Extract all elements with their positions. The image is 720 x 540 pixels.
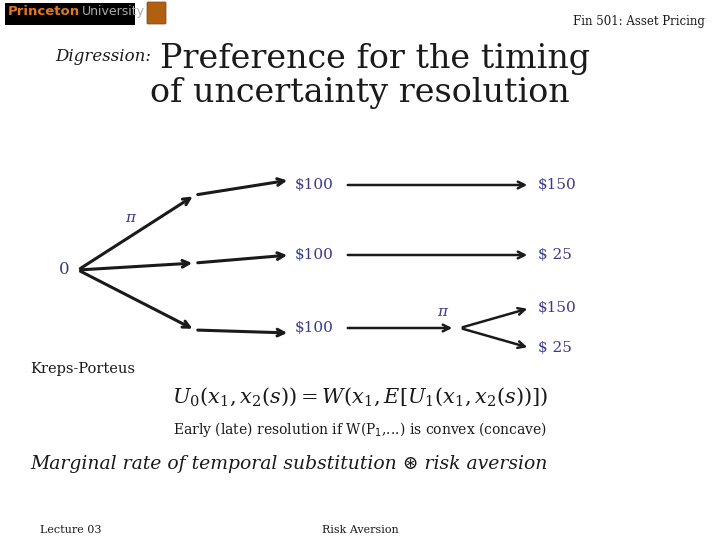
Text: $100: $100 (295, 248, 334, 262)
Text: $100: $100 (295, 178, 334, 192)
FancyBboxPatch shape (147, 2, 166, 24)
Text: Risk Aversion: Risk Aversion (322, 525, 398, 535)
Text: Fin 501: Asset Pricing: Fin 501: Asset Pricing (573, 15, 705, 28)
Text: $ 25: $ 25 (538, 248, 572, 262)
Text: Lecture 03: Lecture 03 (40, 525, 102, 535)
Text: $U_0(x_1, x_2(s)) = W(x_1, E[U_1(x_1, x_2(s))])$: $U_0(x_1, x_2(s)) = W(x_1, E[U_1(x_1, x_… (172, 385, 548, 408)
Text: Kreps-Porteus: Kreps-Porteus (30, 362, 135, 376)
Text: University: University (82, 5, 145, 18)
Text: Princeton: Princeton (8, 5, 80, 18)
FancyBboxPatch shape (5, 3, 135, 25)
Text: of uncertainty resolution: of uncertainty resolution (150, 77, 570, 109)
Text: Early (late) resolution if W(P$_1$,...) is convex (concave): Early (late) resolution if W(P$_1$,...) … (173, 420, 547, 439)
Text: $ 25: $ 25 (538, 341, 572, 355)
Text: π: π (437, 305, 447, 319)
Text: $150: $150 (538, 301, 577, 315)
Text: Digression:: Digression: (55, 48, 156, 65)
Text: π: π (125, 211, 135, 225)
Text: $100: $100 (295, 321, 334, 335)
Text: Marginal rate of temporal substitution ⊛ risk aversion: Marginal rate of temporal substitution ⊛… (30, 455, 547, 473)
Text: $150: $150 (538, 178, 577, 192)
Text: 0: 0 (59, 261, 70, 279)
Text: Preference for the timing: Preference for the timing (160, 43, 590, 75)
